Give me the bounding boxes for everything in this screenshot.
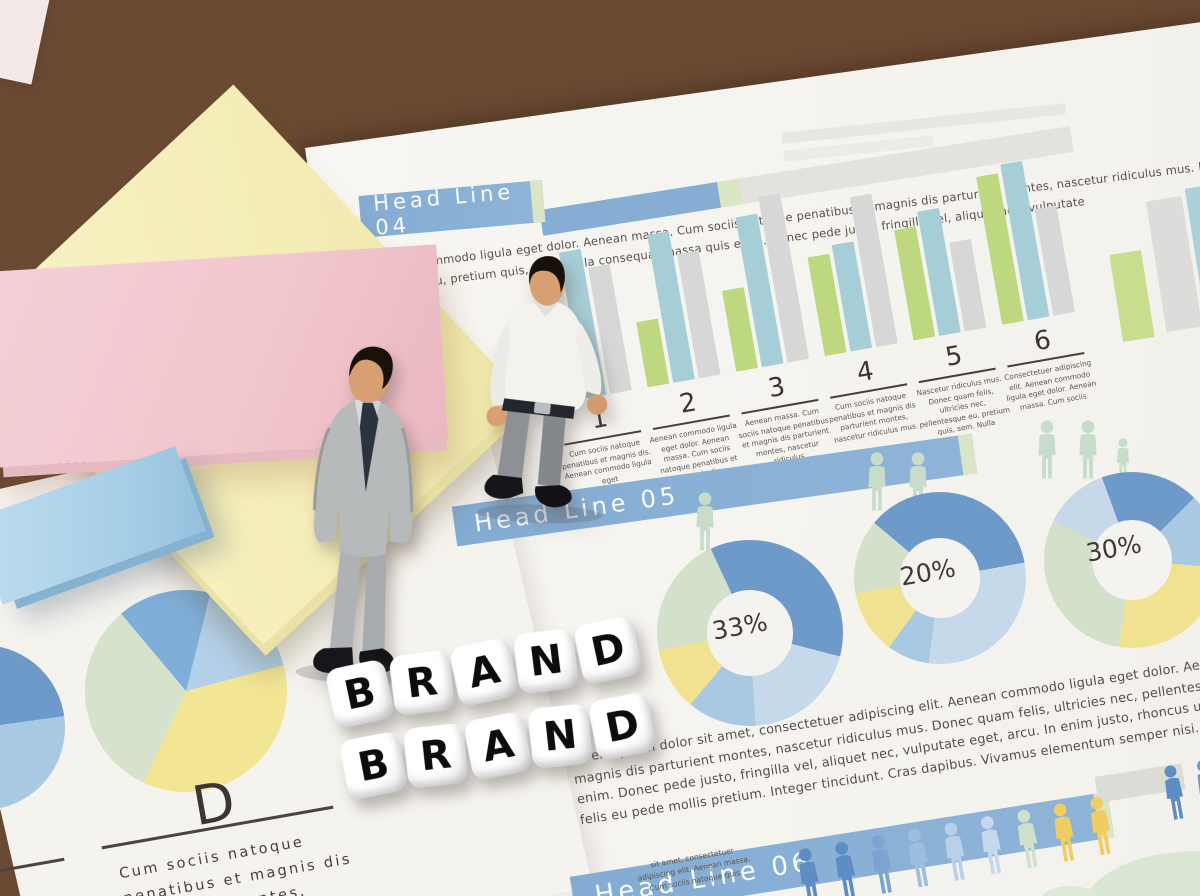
- letter-die: D: [587, 691, 658, 762]
- person-icon-row: [789, 792, 1121, 896]
- person-icon-pair: [1155, 755, 1200, 825]
- group-number: 4: [854, 356, 877, 389]
- person-icon: [1116, 438, 1130, 479]
- donut-chart-20: [854, 492, 1026, 664]
- person-icon-group: [686, 492, 724, 552]
- person-icon: [908, 829, 929, 888]
- person-icon: [696, 492, 714, 551]
- donut-ring: [1044, 472, 1200, 648]
- group-number: 2: [677, 387, 699, 420]
- person-icon: [835, 842, 856, 896]
- person-icon: [981, 816, 1002, 875]
- group-number: 3: [765, 371, 788, 405]
- person-icon: [1164, 765, 1184, 820]
- group-caption: Cum sociis natoque penatibus et magnis d…: [828, 390, 919, 445]
- person-icon-group: [1028, 420, 1136, 480]
- map-shape: [1040, 886, 1100, 896]
- donut-chart-33: [657, 540, 843, 726]
- figurine-businessman-suit: [272, 337, 456, 687]
- person-icon: [1090, 797, 1111, 856]
- person-icon: [1017, 809, 1038, 869]
- group-caption: Consectetuer adipiscing elit. Aenean com…: [1003, 358, 1097, 412]
- group-number: 5: [943, 340, 965, 373]
- letter-die: R: [402, 722, 469, 789]
- group-number: 6: [1031, 324, 1054, 358]
- letter-die: A: [448, 636, 520, 708]
- donut-ring: [854, 492, 1026, 664]
- person-icon: [1053, 803, 1075, 862]
- person-icon: [868, 452, 886, 511]
- letter-die: A: [462, 710, 534, 782]
- person-icon: [1038, 420, 1056, 479]
- donut-ring: [657, 540, 843, 726]
- figurine-man-white-shirt: [443, 253, 639, 527]
- letter-die: D: [572, 614, 644, 686]
- person-icon: [944, 822, 965, 881]
- person-icon: [798, 848, 819, 896]
- person-icon: [871, 835, 892, 894]
- donut-chart-30: [1044, 472, 1200, 648]
- letter-die: R: [388, 649, 456, 717]
- letter-die: N: [512, 627, 580, 695]
- person-icon: [1079, 420, 1097, 479]
- letter-die: N: [527, 703, 594, 770]
- letter-die: B: [338, 730, 409, 801]
- letter-die: B: [324, 658, 396, 730]
